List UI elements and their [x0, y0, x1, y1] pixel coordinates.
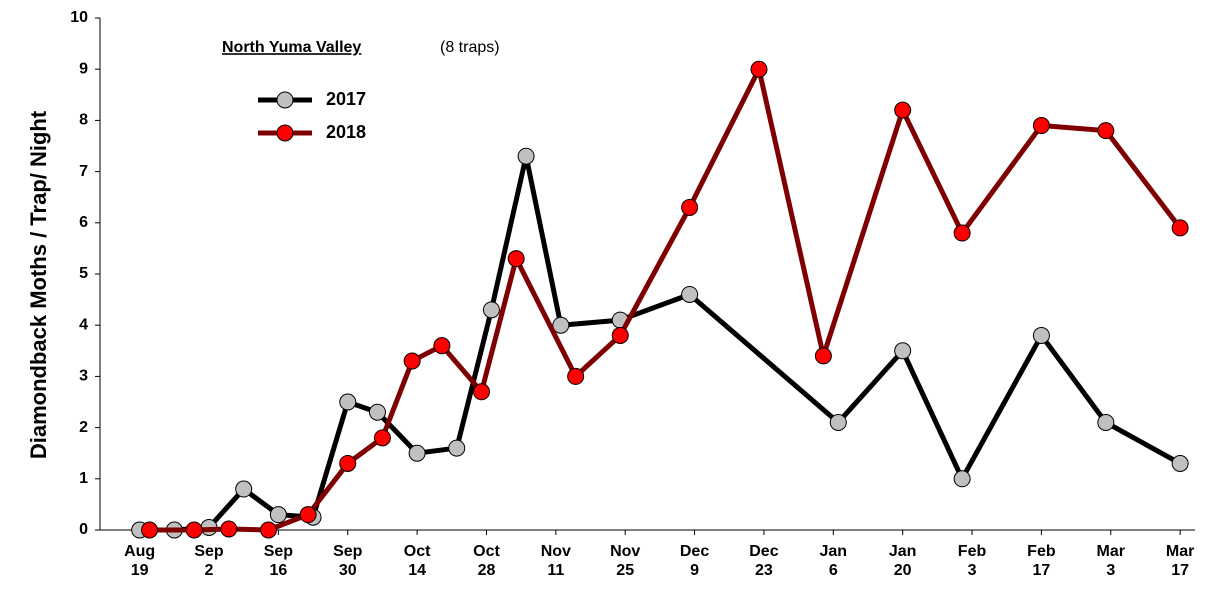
data-point [611, 326, 629, 344]
data-point [953, 224, 971, 242]
data-point [235, 480, 253, 498]
data-point [1032, 117, 1050, 135]
data-point [408, 444, 426, 462]
x-tick-label: Mar 17 [1166, 543, 1194, 579]
x-tick-label: Oct 28 [473, 543, 500, 579]
data-point [1097, 122, 1115, 140]
x-tick-label: Jan 6 [820, 543, 848, 579]
y-tick-label: 6 [79, 214, 88, 231]
x-tick-label: Feb 17 [1027, 543, 1056, 579]
data-point [517, 147, 535, 165]
data-point [829, 413, 847, 431]
data-point [567, 367, 585, 385]
data-point [1171, 219, 1189, 237]
data-point [507, 250, 525, 268]
data-point [448, 439, 466, 457]
y-tick-label: 10 [70, 9, 88, 26]
x-tick-label: Feb 3 [958, 543, 987, 579]
y-tick-label: 0 [79, 521, 88, 538]
x-tick-label: Sep 30 [333, 543, 363, 579]
annotation-title: North Yuma Valley [222, 39, 361, 56]
x-tick-label: Oct 14 [404, 543, 431, 579]
legend-marker [276, 124, 294, 142]
data-point [433, 337, 451, 355]
data-point [953, 470, 971, 488]
data-point [552, 316, 570, 334]
data-point [482, 301, 500, 319]
legend-label: 2018 [326, 122, 366, 142]
data-point [220, 520, 238, 538]
data-point [141, 521, 159, 539]
y-tick-label: 4 [79, 316, 88, 333]
x-tick-label: Nov 25 [610, 543, 640, 579]
data-point [403, 352, 421, 370]
legend-label: 2017 [326, 89, 366, 109]
y-tick-label: 8 [79, 112, 88, 129]
data-point [894, 101, 912, 119]
data-point [368, 403, 386, 421]
y-axis-label: Diamondback Moths / Trap/ Night [26, 110, 51, 459]
y-tick-label: 7 [79, 163, 88, 180]
y-tick-label: 2 [79, 419, 88, 436]
x-tick-label: Nov 11 [541, 543, 571, 579]
data-point [339, 454, 357, 472]
data-point [1171, 454, 1189, 472]
legend-marker [276, 91, 294, 109]
y-tick-label: 9 [79, 60, 88, 77]
annotation-subtitle: (8 traps) [440, 39, 500, 56]
data-point [1097, 413, 1115, 431]
x-tick-label: Aug 19 [124, 543, 155, 579]
y-tick-label: 1 [79, 470, 88, 487]
data-point [750, 60, 768, 78]
data-point [814, 347, 832, 365]
data-point [269, 506, 287, 524]
data-point [299, 506, 317, 524]
data-point [681, 198, 699, 216]
data-point [894, 342, 912, 360]
x-tick-label: Mar 3 [1097, 543, 1125, 579]
data-point [185, 521, 203, 539]
data-point [259, 521, 277, 539]
x-tick-label: Dec 23 [749, 543, 778, 579]
x-tick-label: Sep 2 [194, 543, 224, 579]
y-tick-label: 3 [79, 368, 88, 385]
series-line [149, 66, 1183, 533]
data-point [681, 285, 699, 303]
x-tick-label: Jan 20 [889, 543, 917, 579]
x-tick-label: Sep 16 [264, 543, 294, 579]
data-point [1032, 326, 1050, 344]
series-line [139, 153, 1182, 533]
data-point [339, 393, 357, 411]
data-point [473, 383, 491, 401]
x-tick-label: Dec 9 [680, 543, 709, 579]
data-point [373, 429, 391, 447]
y-tick-label: 5 [79, 265, 88, 282]
